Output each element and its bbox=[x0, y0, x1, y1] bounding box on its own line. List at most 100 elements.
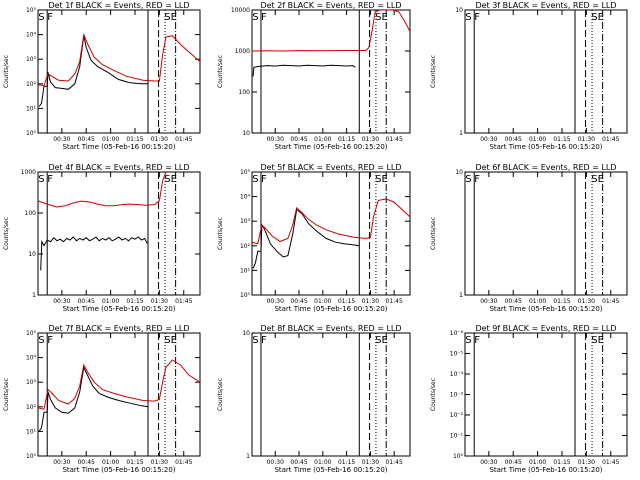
black-events-series bbox=[252, 64, 356, 77]
x-tick-label: 00:30 bbox=[480, 298, 497, 305]
x-tick-label: 00:30 bbox=[267, 459, 284, 466]
marker-f: F bbox=[47, 335, 53, 346]
y-tick-label: 10⁻⁶ bbox=[450, 330, 464, 337]
marker-s: S bbox=[465, 335, 471, 346]
x-tick-label: 00:30 bbox=[53, 459, 70, 466]
marker-s: S bbox=[38, 174, 44, 185]
marker-se: SE bbox=[375, 174, 388, 185]
x-tick-label: 00:45 bbox=[290, 459, 307, 466]
plot-frame bbox=[251, 171, 411, 296]
y-tick-label: 1 bbox=[246, 453, 250, 460]
x-tick-label: 01:00 bbox=[102, 459, 119, 466]
panel-title: Det 4f BLACK = Events, RED = LLD bbox=[48, 163, 189, 172]
y-axis-label: Counts/sec bbox=[3, 217, 10, 250]
y-tick-label: 10² bbox=[240, 243, 251, 250]
panel-title: Det 1f BLACK = Events, RED = LLD bbox=[48, 1, 189, 10]
x-tick-label: 01:30 bbox=[151, 298, 168, 305]
plot-frame bbox=[251, 9, 411, 134]
x-tick-label: 01:45 bbox=[175, 459, 192, 466]
y-tick-label: 10⁵ bbox=[26, 330, 37, 337]
x-tick-label: 00:45 bbox=[78, 136, 95, 143]
detector-panel-8: Det 8f BLACK = Events, RED = LLD Counts/s… bbox=[217, 324, 411, 474]
detector-panel-4: Det 4f BLACK = Events, RED = LLD Counts/s… bbox=[3, 163, 201, 313]
x-tick-label: 01:00 bbox=[314, 459, 331, 466]
y-tick-label: 10⁻³ bbox=[450, 392, 464, 399]
y-tick-label: 10000 bbox=[231, 7, 250, 14]
y-tick-label: 10⁰ bbox=[453, 453, 464, 460]
red-lld-series bbox=[38, 172, 167, 208]
x-tick-label: 01:45 bbox=[602, 459, 619, 466]
y-tick-label: 10⁻⁴ bbox=[450, 371, 464, 378]
y-tick-label: 1 bbox=[459, 130, 463, 137]
marker-s: S bbox=[38, 335, 44, 346]
red-lld-series bbox=[252, 198, 410, 245]
marker-se: SE bbox=[164, 335, 177, 346]
y-tick-label: 10⁴ bbox=[240, 194, 251, 201]
marker-se: SE bbox=[164, 174, 177, 185]
y-tick-label: 10 bbox=[455, 169, 463, 176]
y-tick-label: 10⁰ bbox=[26, 130, 37, 137]
plot-frame bbox=[464, 171, 628, 296]
y-tick-label: 10² bbox=[26, 404, 37, 411]
y-tick-label: 10 bbox=[242, 330, 250, 337]
x-tick-label: 01:00 bbox=[314, 298, 331, 305]
y-tick-label: 10⁴ bbox=[26, 355, 37, 362]
x-tick-label: 00:30 bbox=[267, 298, 284, 305]
x-tick-label: 01:15 bbox=[338, 298, 355, 305]
marker-se: SE bbox=[375, 335, 388, 346]
plot-frame bbox=[251, 332, 411, 457]
x-tick-label: 01:30 bbox=[362, 136, 379, 143]
marker-s: S bbox=[252, 335, 258, 346]
x-tick-label: 01:15 bbox=[338, 459, 355, 466]
y-tick-label: 10³ bbox=[26, 379, 37, 386]
marker-s: S bbox=[252, 12, 258, 23]
marker-f: F bbox=[474, 12, 480, 23]
x-tick-label: 00:45 bbox=[290, 136, 307, 143]
x-tick-label: 01:45 bbox=[385, 136, 402, 143]
y-axis-label: Counts/sec bbox=[217, 55, 224, 88]
x-tick-label: 00:45 bbox=[505, 136, 522, 143]
y-tick-label: 10¹ bbox=[26, 105, 37, 112]
x-tick-label: 01:30 bbox=[578, 459, 595, 466]
y-tick-label: 10⁰ bbox=[240, 292, 251, 299]
detector-panel-3: Det 3f BLACK = Events, RED = LLD Counts/s… bbox=[430, 1, 628, 151]
marker-se: SE bbox=[591, 174, 604, 185]
x-axis-label: Start Time (05-Feb-16 00:15:20) bbox=[489, 466, 602, 474]
y-tick-label: 10⁵ bbox=[240, 169, 251, 176]
y-tick-label: 10² bbox=[26, 81, 37, 88]
panel-title: Det 3f BLACK = Events, RED = LLD bbox=[475, 1, 616, 10]
panel-title: Det 9f BLACK = Events, RED = LLD bbox=[475, 324, 616, 333]
y-axis-label: Counts/sec bbox=[3, 378, 10, 411]
panel-title: Det 7f BLACK = Events, RED = LLD bbox=[48, 324, 189, 333]
plot-frame bbox=[464, 9, 628, 134]
x-tick-label: 01:15 bbox=[553, 459, 570, 466]
x-axis-label: Start Time (05-Feb-16 00:15:20) bbox=[62, 305, 175, 313]
marker-f: F bbox=[47, 174, 53, 185]
plot-frame bbox=[37, 171, 201, 296]
y-tick-label: 10⁵ bbox=[26, 7, 37, 14]
x-tick-label: 01:30 bbox=[578, 136, 595, 143]
x-axis-label: Start Time (05-Feb-16 00:15:20) bbox=[489, 305, 602, 313]
y-axis-label: Counts/sec bbox=[217, 217, 224, 250]
red-lld-series bbox=[38, 359, 200, 410]
panel-title: Det 6f BLACK = Events, RED = LLD bbox=[475, 163, 616, 172]
x-tick-label: 00:45 bbox=[290, 298, 307, 305]
y-tick-label: 1 bbox=[459, 292, 463, 299]
x-tick-label: 01:15 bbox=[553, 298, 570, 305]
detector-panel-5: Det 5f BLACK = Events, RED = LLD Counts/s… bbox=[217, 163, 411, 313]
x-tick-label: 01:15 bbox=[126, 298, 143, 305]
marker-s: S bbox=[252, 174, 258, 185]
x-tick-label: 01:45 bbox=[602, 136, 619, 143]
detector-panel-9: Det 9f BLACK = Events, RED = LLD Counts/s… bbox=[430, 324, 628, 474]
x-tick-label: 00:45 bbox=[78, 459, 95, 466]
red-lld-series bbox=[252, 10, 410, 52]
x-tick-label: 01:45 bbox=[602, 298, 619, 305]
x-tick-label: 00:30 bbox=[53, 136, 70, 143]
black-events-series bbox=[252, 208, 360, 269]
y-axis-label: Counts/sec bbox=[430, 378, 437, 411]
marker-f: F bbox=[261, 12, 267, 23]
x-tick-label: 00:30 bbox=[480, 459, 497, 466]
x-tick-label: 01:00 bbox=[529, 136, 546, 143]
y-tick-label: 100 bbox=[239, 89, 251, 96]
